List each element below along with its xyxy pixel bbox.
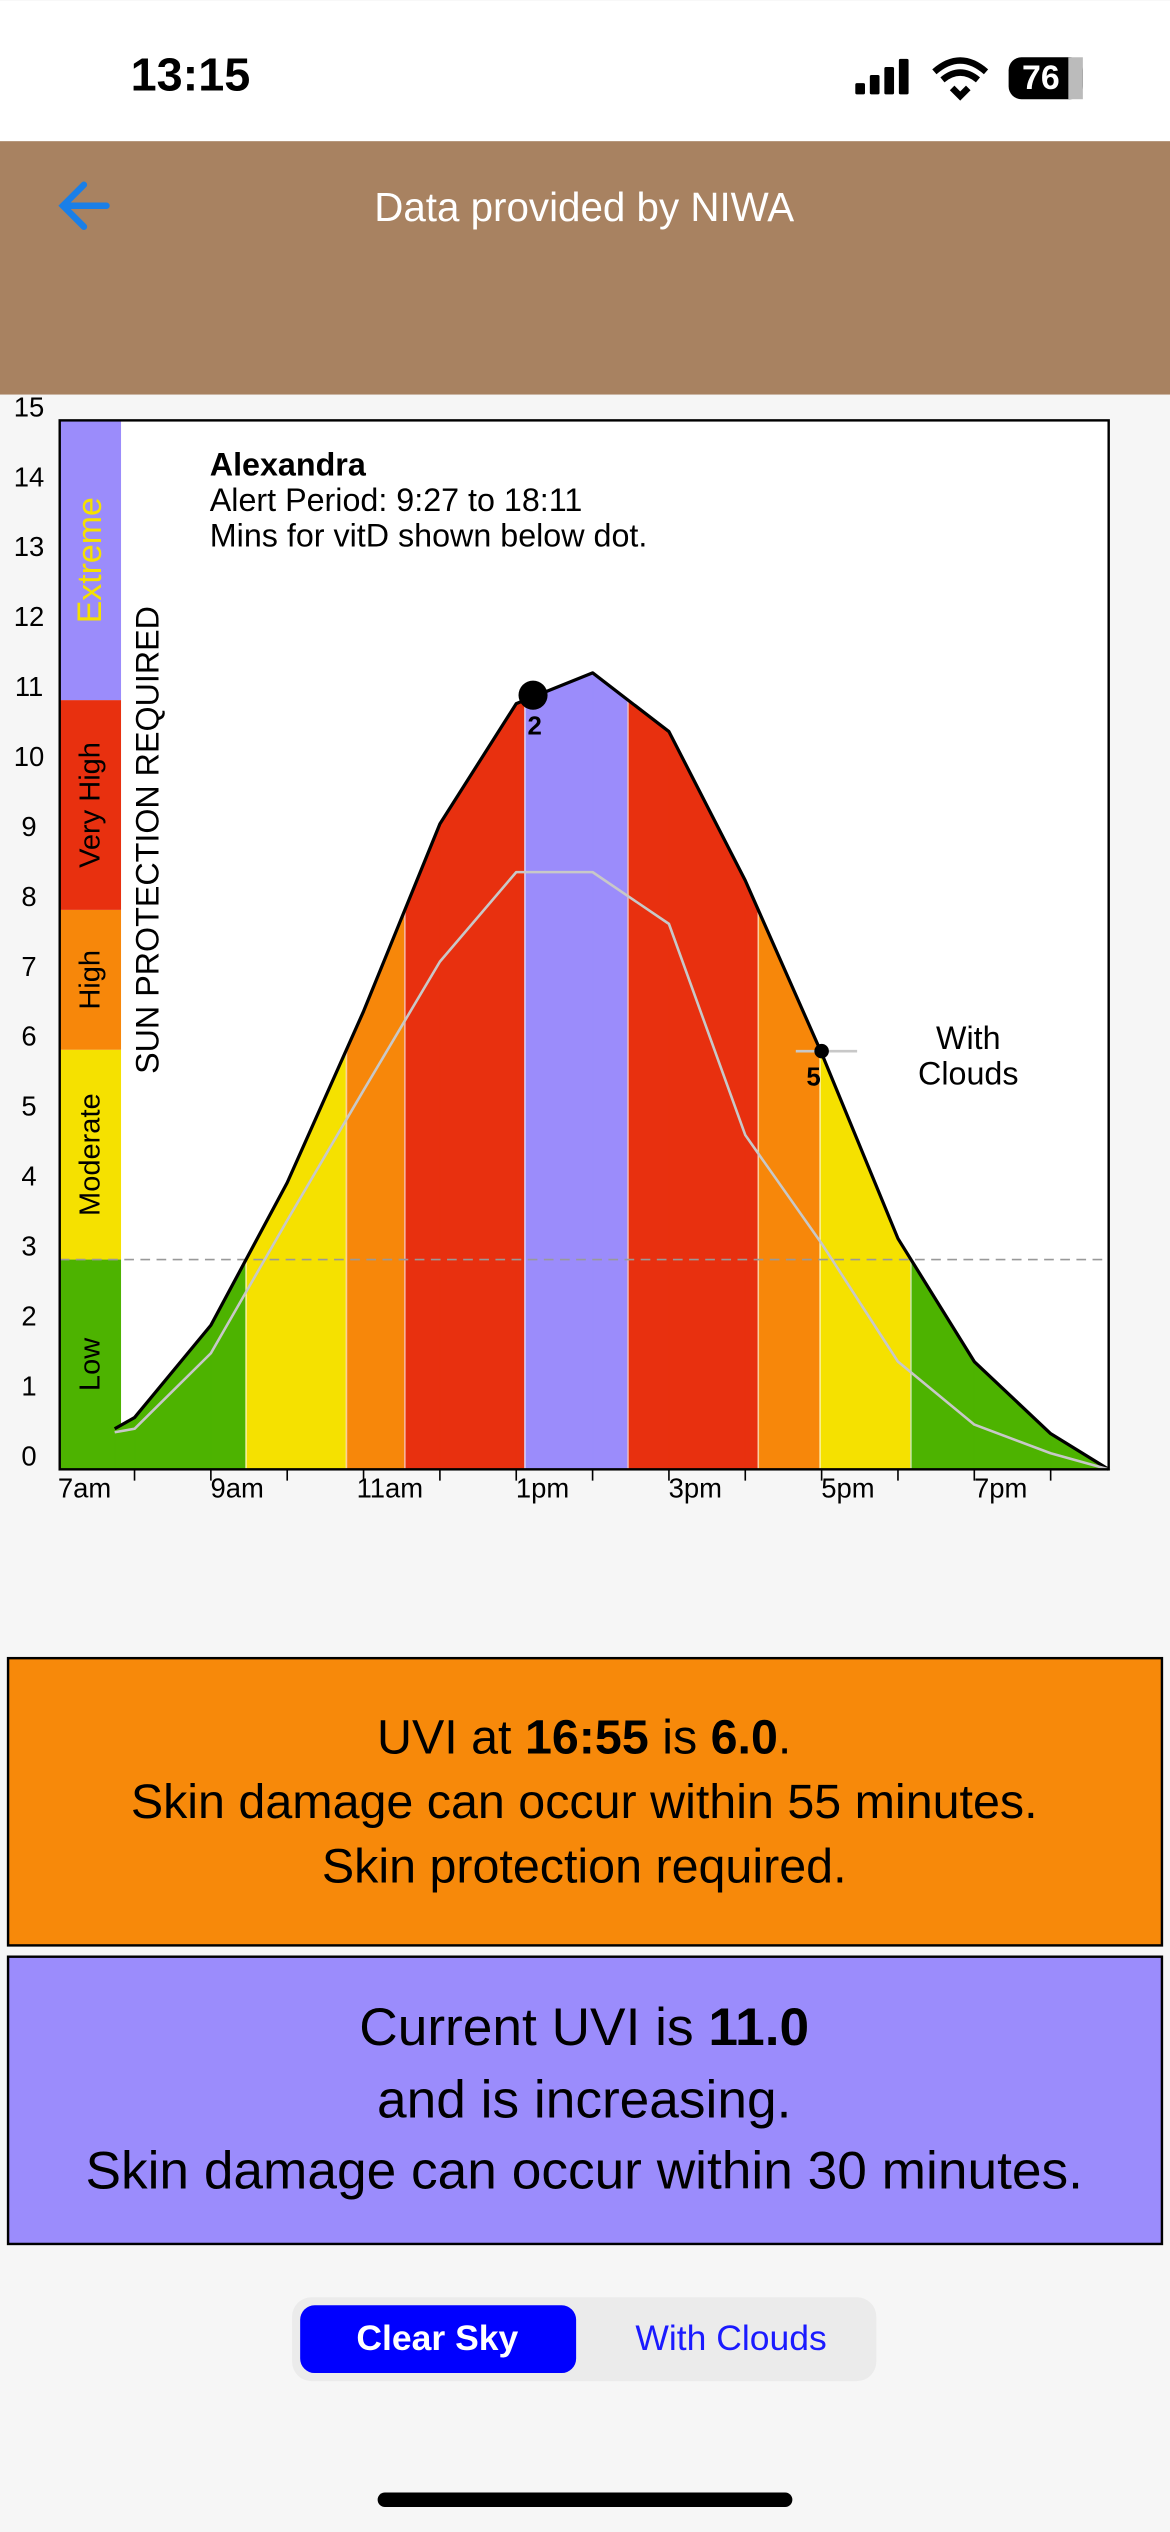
legend-word: With <box>936 1020 1001 1056</box>
text-run: Skin damage can occur within 30 minutes. <box>85 2142 1082 2201</box>
battery-empty <box>1068 57 1083 100</box>
segment-options: Clear Sky With Clouds <box>300 2305 827 2374</box>
wifi-icon <box>932 57 989 101</box>
y-tick-label: 13 <box>14 531 45 562</box>
box-line: UVI at 16:55 is 6.0. <box>377 1710 791 1764</box>
box-line: Skin protection required. <box>322 1839 847 1893</box>
text-run: Skin damage can occur within 55 minutes. <box>131 1775 1038 1829</box>
box-line: Skin damage can occur within 55 minutes. <box>131 1775 1038 1829</box>
selected-segment <box>300 2305 577 2374</box>
box-line: Skin damage can occur within 30 minutes. <box>85 2142 1082 2201</box>
text-run: is <box>649 1710 711 1764</box>
y-tick-label: 2 <box>21 1300 36 1331</box>
location: Alexandra <box>210 447 367 483</box>
x-tick-label: 5pm <box>821 1473 874 1504</box>
clouds-line <box>114 870 1110 1471</box>
status-bar <box>0 0 1170 142</box>
annotation-line: Alert Period: 9:27 to 18:11 <box>210 482 583 518</box>
box-line: and is increasing. <box>377 2071 791 2130</box>
uv-level-fill <box>627 699 670 1470</box>
uv-level-fill <box>897 1236 912 1470</box>
uv-level-fill <box>345 1011 365 1470</box>
side-label: SUN PROTECTION REQUIRED <box>130 606 166 1074</box>
legend-word: Clouds <box>918 1055 1018 1091</box>
vitd-minutes: 5 <box>806 1063 820 1091</box>
x-tick-label: 1pm <box>516 1473 569 1504</box>
text-run: . <box>778 1710 791 1764</box>
level-label: Low <box>75 1337 107 1391</box>
y-tick-label: 15 <box>14 391 45 422</box>
level-band <box>59 1259 122 1470</box>
segment-option[interactable]: Clear Sky <box>356 2318 518 2358</box>
y-tick-label: 8 <box>21 881 36 912</box>
y-tick-label: 14 <box>14 461 45 492</box>
text-run: and is increasing. <box>377 2071 791 2130</box>
uv-level-fill <box>439 701 517 1470</box>
level-label: Very High <box>75 742 107 868</box>
level-band <box>59 700 122 910</box>
vitd-minutes: 2 <box>527 712 541 740</box>
level-band <box>59 420 122 701</box>
x-tick-label: 9am <box>211 1473 264 1504</box>
y-tick-label: 3 <box>21 1230 36 1261</box>
x-tick-label: 7pm <box>974 1473 1027 1504</box>
alert-box <box>6 1656 1164 1947</box>
y-tick-label: 11 <box>15 671 43 702</box>
y-tick-label: 4 <box>21 1161 36 1192</box>
y-tick-label: 9 <box>21 811 36 842</box>
x-tick-label: 3pm <box>669 1473 722 1504</box>
x-tick-label: 11am <box>357 1473 424 1504</box>
plot-frame <box>58 419 1110 1471</box>
uv-level-fill <box>524 672 594 1470</box>
level-label: Moderate <box>75 1093 107 1216</box>
y-tick-label: 5 <box>21 1091 36 1122</box>
header-title: Data provided by NIWA <box>374 184 794 230</box>
y-tick-label: 7 <box>21 951 36 982</box>
y-tick-label: 6 <box>21 1021 36 1052</box>
info-boxes: UVI at 16:55 is 6.0. Skin damage can occu… <box>6 1656 1164 2246</box>
y-tick-label: 12 <box>14 601 45 632</box>
bold-text: 16:55 <box>525 1710 649 1764</box>
level-label: Extreme <box>71 497 109 623</box>
y-tick-label: 0 <box>21 1440 36 1471</box>
uv-level-fill <box>404 823 441 1470</box>
text-run: UVI at <box>377 1710 525 1764</box>
uv-level-fill <box>744 880 759 1470</box>
status-time: 13:15 <box>131 49 251 101</box>
uv-level-fill <box>515 699 526 1470</box>
uv-marker <box>814 1043 829 1059</box>
level-label: High <box>75 950 107 1010</box>
bold-text: 6.0 <box>711 1710 778 1764</box>
level-band <box>59 909 122 1050</box>
battery-icon <box>1008 57 1083 100</box>
level-band <box>59 1049 122 1260</box>
x-tick-label: 7am <box>58 1473 111 1504</box>
text-run: Current UVI is <box>359 1998 708 2057</box>
segment-option[interactable]: With Clouds <box>635 2318 826 2358</box>
clear-sky-line <box>113 671 1110 1471</box>
home-indicator <box>377 2492 793 2508</box>
back-button[interactable] <box>58 181 110 230</box>
annotation-line: Mins for vitD shown below dot. <box>210 518 648 554</box>
signal-icon <box>855 58 909 95</box>
y-tick-label: 10 <box>14 741 45 772</box>
bold-text: 11.0 <box>708 1998 809 2057</box>
box-line: Current UVI is 11.0 <box>359 1998 809 2057</box>
legend-label: With Clouds <box>918 1020 1018 1092</box>
uv-level-fill <box>592 671 629 1470</box>
current-box <box>6 1955 1164 2246</box>
battery-level: 76 <box>1022 59 1060 97</box>
uv-marker <box>518 680 548 710</box>
text-run: Skin protection required. <box>322 1839 847 1893</box>
header <box>0 141 1170 395</box>
y-tick-label: 1 <box>21 1370 36 1401</box>
